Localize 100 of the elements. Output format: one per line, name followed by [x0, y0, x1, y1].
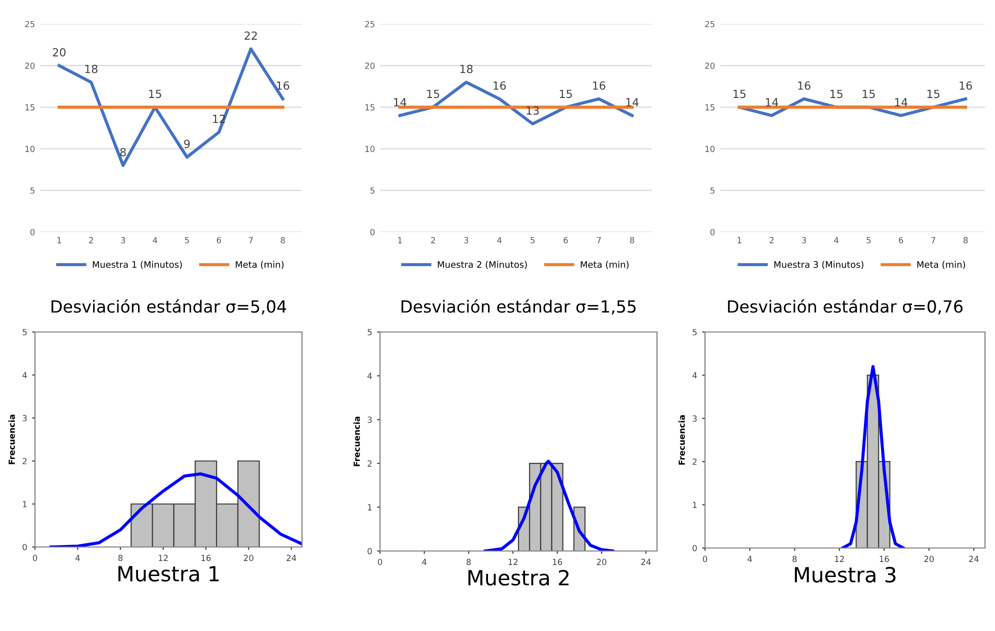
data-label: 14 [766, 98, 778, 106]
data-label: 14 [394, 98, 406, 106]
legend-label: Meta (min) [236, 260, 284, 269]
y-tick-label: 25 [25, 20, 34, 28]
legend-label: Meta (min) [580, 260, 629, 269]
x-tick-label: 16 [201, 554, 211, 562]
y-tick-label: 4 [22, 372, 27, 378]
y-tick-label: 25 [365, 20, 374, 28]
data-label: 15 [862, 90, 875, 98]
data-label: 8 [120, 148, 126, 156]
data-label: 16 [798, 81, 810, 90]
x-tick-label: 3 [802, 237, 806, 244]
y-tick-label: 0 [30, 228, 35, 236]
y-tick-label: 5 [368, 329, 372, 336]
y-tick-label: 1 [692, 502, 697, 508]
y-tick-label: 2 [692, 458, 697, 465]
y-tick-label: 5 [22, 329, 27, 336]
data-label: 15 [927, 90, 940, 98]
x-tick-label: 8 [964, 237, 968, 244]
x-tick-label: 1 [398, 237, 402, 244]
x-tick-label: 8 [792, 556, 797, 562]
data-label: 22 [244, 31, 257, 40]
x-tick-label: 20 [596, 558, 606, 566]
data-label: 16 [593, 81, 606, 90]
data-label: 9 [184, 140, 190, 148]
data-label: 15 [149, 90, 162, 98]
legend-label: Meta (min) [917, 260, 966, 269]
y-tick-label: 5 [710, 187, 714, 194]
data-label: 16 [960, 81, 972, 90]
x-tick-label: 5 [184, 237, 189, 244]
x-tick-label: 8 [466, 558, 471, 566]
chart-title: Desviación estándar σ=5,04 [52, 299, 286, 314]
legend-label: Muestra 1 (Minutos) [92, 260, 182, 269]
y-tick-label: 0 [368, 548, 372, 554]
x-tick-label: 24 [641, 558, 651, 565]
x-tick-label: 2 [89, 237, 93, 244]
y-tick-label: 2 [368, 460, 372, 467]
x-tick-label: 1 [57, 237, 62, 244]
x-tick-label: 7 [596, 237, 601, 244]
x-tick-label: 0 [378, 558, 382, 566]
x-tick-label: 12 [835, 556, 844, 562]
y-tick-label: 10 [365, 146, 375, 152]
y-tick-label: 4 [367, 372, 372, 379]
y-tick-label: 5 [370, 187, 374, 194]
chart-title: Desviación estándar σ=1,55 [402, 299, 636, 314]
x-tick-label: 2 [431, 237, 435, 244]
data-label: 14 [626, 98, 639, 106]
x-tick-label: 2 [770, 237, 774, 244]
x-tick-label: 3 [121, 237, 126, 244]
y-tick-label: 15 [25, 104, 34, 110]
y-tick-label: 0 [370, 228, 375, 236]
x-tick-label: 12 [158, 554, 168, 561]
data-label: 15 [830, 90, 842, 98]
x-axis-title: Muestra 2 [468, 570, 569, 586]
x-tick-label: 16 [552, 558, 562, 566]
x-tick-label: 4 [748, 556, 752, 562]
data-label: 15 [734, 90, 746, 98]
x-tick-label: 24 [286, 554, 296, 561]
y-tick-label: 15 [365, 104, 374, 110]
x-axis-title: Muestra 3 [794, 566, 896, 583]
x-tick-label: 5 [530, 237, 535, 244]
data-label: 16 [494, 81, 506, 90]
x-tick-label: 20 [924, 556, 934, 562]
x-tick-label: 4 [834, 237, 839, 244]
x-tick-label: 7 [248, 237, 253, 244]
data-label: 13 [526, 106, 539, 115]
y-tick-label: 2 [22, 458, 27, 464]
data-label: 15 [560, 90, 572, 98]
y-tick-label: 15 [705, 104, 714, 110]
x-tick-label: 24 [969, 556, 979, 562]
y-tick-label: 1 [22, 501, 27, 508]
y-tick-label: 1 [368, 504, 372, 510]
y-tick-label: 3 [368, 416, 372, 423]
data-label: 18 [460, 64, 473, 74]
y-tick-label: 0 [22, 544, 27, 550]
line-series [841, 365, 905, 548]
legend-label: Muestra 3 (Minutos) [774, 260, 864, 269]
x-tick-label: 12 [508, 558, 518, 565]
y-tick-label: 20 [365, 62, 375, 69]
y-tick-label: 0 [710, 228, 715, 236]
x-tick-label: 8 [118, 554, 123, 562]
x-tick-label: 6 [216, 237, 222, 244]
data-label: 18 [85, 64, 98, 74]
y-tick-label: 10 [705, 146, 715, 152]
y-tick-label: 10 [25, 146, 35, 152]
x-tick-label: 1 [738, 237, 742, 244]
x-axis-title: Muestra 1 [118, 566, 219, 582]
y-tick-label: 4 [692, 372, 697, 378]
line-series [484, 460, 614, 551]
y-tick-label: 5 [30, 187, 34, 194]
x-tick-label: 20 [244, 554, 254, 562]
x-tick-label: 4 [422, 558, 427, 565]
data-label: 20 [52, 48, 66, 57]
x-tick-label: 5 [866, 237, 871, 244]
x-tick-label: 8 [630, 237, 634, 244]
data-label: 16 [276, 81, 290, 90]
y-tick-label: 3 [22, 414, 27, 422]
y-tick-label: 20 [705, 62, 715, 69]
data-label: 15 [427, 90, 440, 98]
y-tick-label: 5 [692, 329, 697, 336]
